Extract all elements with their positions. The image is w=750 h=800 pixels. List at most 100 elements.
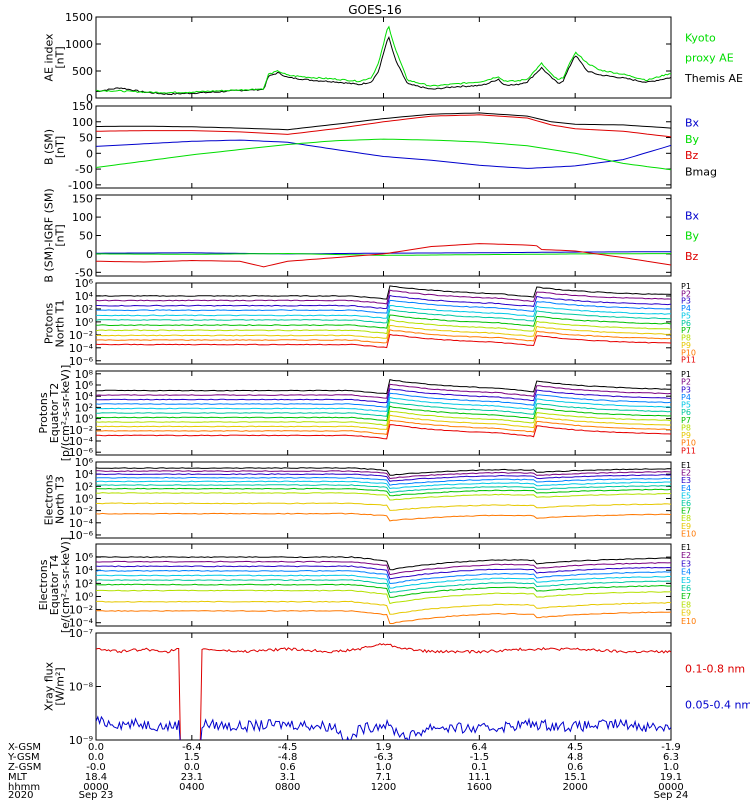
y-tick-label: 10⁻² (69, 604, 93, 617)
channel-line-p9 (96, 324, 671, 339)
channel-legend-e7: E7 (681, 592, 691, 601)
x-axis-tick-label: 0.0 (88, 752, 104, 763)
x-axis-row-label: 2020 (8, 790, 33, 800)
y-axis-label-line: B (SM) (43, 129, 56, 165)
legend-entry: Bmag (685, 166, 717, 179)
x-axis-tick-label: 2000 (562, 782, 587, 793)
channel-line-p2 (96, 383, 671, 399)
channel-line-e1 (96, 556, 671, 571)
x-axis-tick-label: Sep 24 (654, 790, 689, 800)
channel-legend-e8: E8 (681, 514, 691, 523)
channel-line-p1 (96, 378, 671, 395)
y-axis-label-line: [e/(cm²-s-sr-keV)] (59, 537, 72, 633)
series-lines (96, 642, 671, 740)
x-axis-tick-label: 1.5 (184, 752, 200, 763)
channel-line-p6 (96, 309, 671, 324)
y-tick-label: 10² (75, 480, 93, 493)
channel-line-e3 (96, 473, 671, 482)
y-tick-label: 10⁰ (75, 492, 94, 505)
y-tick-label: 10² (75, 303, 93, 316)
series-line-bz (96, 243, 671, 268)
y-tick-label: 100 (72, 211, 93, 224)
channel-line-e4 (96, 476, 671, 486)
y-tick-label: 10⁻⁹ (69, 734, 93, 747)
channel-legend-e1: E1 (681, 543, 691, 552)
channel-legend-p8: P8 (681, 334, 691, 343)
channel-line-e7 (96, 583, 671, 598)
channel-legend-p8: P8 (681, 423, 691, 432)
y-axis-label-line: Protons (43, 303, 56, 344)
y-axis-label: Xray flux[W/m²] (43, 661, 67, 711)
channel-line-e1 (96, 467, 671, 476)
x-axis-row-label: X-GSM (8, 742, 41, 753)
channel-line-p10 (96, 419, 671, 435)
channel-legend-p1: P1 (681, 370, 691, 379)
channel-line-e3 (96, 565, 671, 580)
channel-line-p3 (96, 294, 671, 310)
x-axis-tick-label: 0.0 (88, 742, 104, 753)
y-tick-label: 10⁴ (75, 468, 94, 481)
y-tick-label: -100 (68, 179, 93, 192)
channel-legend-p3: P3 (681, 385, 691, 394)
channel-line-e5 (96, 574, 671, 589)
channel-legend-p5: P5 (681, 401, 691, 410)
y-tick-label: 10⁻⁸ (69, 681, 94, 694)
channel-legend-p5: P5 (681, 311, 691, 320)
y-ticks: -50 0 50 100 150 (72, 193, 671, 279)
series-line-by (96, 138, 671, 171)
y-tick-label: 0 (86, 147, 93, 160)
channel-legend-p4: P4 (681, 304, 691, 313)
y-ticks: 0 500 1000 1500 (65, 11, 671, 105)
y-tick-label: -50 (75, 266, 93, 279)
channel-line-p11 (96, 333, 671, 349)
series-line-bmag (96, 112, 671, 131)
y-tick-label: 1500 (65, 11, 93, 24)
channel-legend-e4: E4 (681, 568, 691, 577)
y-tick-label: 10⁻⁶ (69, 529, 94, 542)
channel-legend-p2: P2 (681, 378, 691, 387)
y-tick-label: 10⁻⁷ (69, 627, 93, 640)
channel-legend-p9: P9 (681, 431, 691, 440)
channel-legend-p9: P9 (681, 341, 691, 350)
y-axis-label-line: [W/m²] (54, 667, 67, 705)
y-tick-label: 10⁶ (75, 551, 94, 564)
y-axis-label-line: [nT] (54, 46, 67, 68)
panel-bsm: -100 -50 0 50 100 150 B (SM)[nT] Bx By Bz Bmag (43, 100, 718, 192)
channel-legend-e1: E1 (681, 461, 691, 470)
channel-line-p7 (96, 405, 671, 422)
legend-entry: Bx (685, 209, 700, 222)
panel-frame (95, 16, 672, 99)
channel-line-p8 (96, 319, 671, 335)
y-axis-label-line: B (SM)-IGRF (SM) (43, 188, 56, 282)
x-axis-tick-label: 0.6 (280, 762, 296, 773)
channel-legend-e9: E9 (681, 522, 691, 531)
channel-line-e2 (96, 560, 671, 576)
y-axis-label-line: North T1 (54, 300, 67, 348)
series-lines (96, 285, 671, 349)
channel-legend-p10: P10 (681, 439, 696, 448)
x-axis-tick-label: 4.8 (567, 752, 583, 763)
y-tick-label: 10⁴ (75, 564, 94, 577)
y-axis-label-line: Equator T2 (48, 383, 61, 443)
panel-xray: 10⁻⁷ 10⁻⁸ 10⁻⁹ Xray flux[W/m²] 0.1-0.8 nm 0.0… (43, 627, 750, 747)
channel-line-p6 (96, 401, 671, 417)
channel-legend-p7: P7 (681, 416, 691, 425)
y-tick-label: 10⁻² (69, 329, 93, 342)
x-axis-tick-label: -6.4 (182, 742, 202, 753)
y-tick-label: 0 (86, 92, 93, 105)
channel-legend-p6: P6 (681, 319, 691, 328)
series-lines (96, 243, 671, 268)
channel-line-e2 (96, 470, 671, 480)
y-tick-label: 10⁻² (69, 424, 93, 437)
y-ticks: 10⁻⁷ 10⁻⁸ 10⁻⁹ (69, 627, 671, 747)
y-tick-label: 150 (72, 193, 93, 206)
legend-entry: proxy AE (685, 52, 734, 65)
y-axis-label-line: [p/(cm²-s-sr-keV)] (59, 365, 72, 462)
channel-line-p5 (96, 304, 671, 319)
y-tick-label: 10⁶ (75, 456, 94, 469)
x-axis-tick-label: 7.1 (376, 772, 392, 783)
